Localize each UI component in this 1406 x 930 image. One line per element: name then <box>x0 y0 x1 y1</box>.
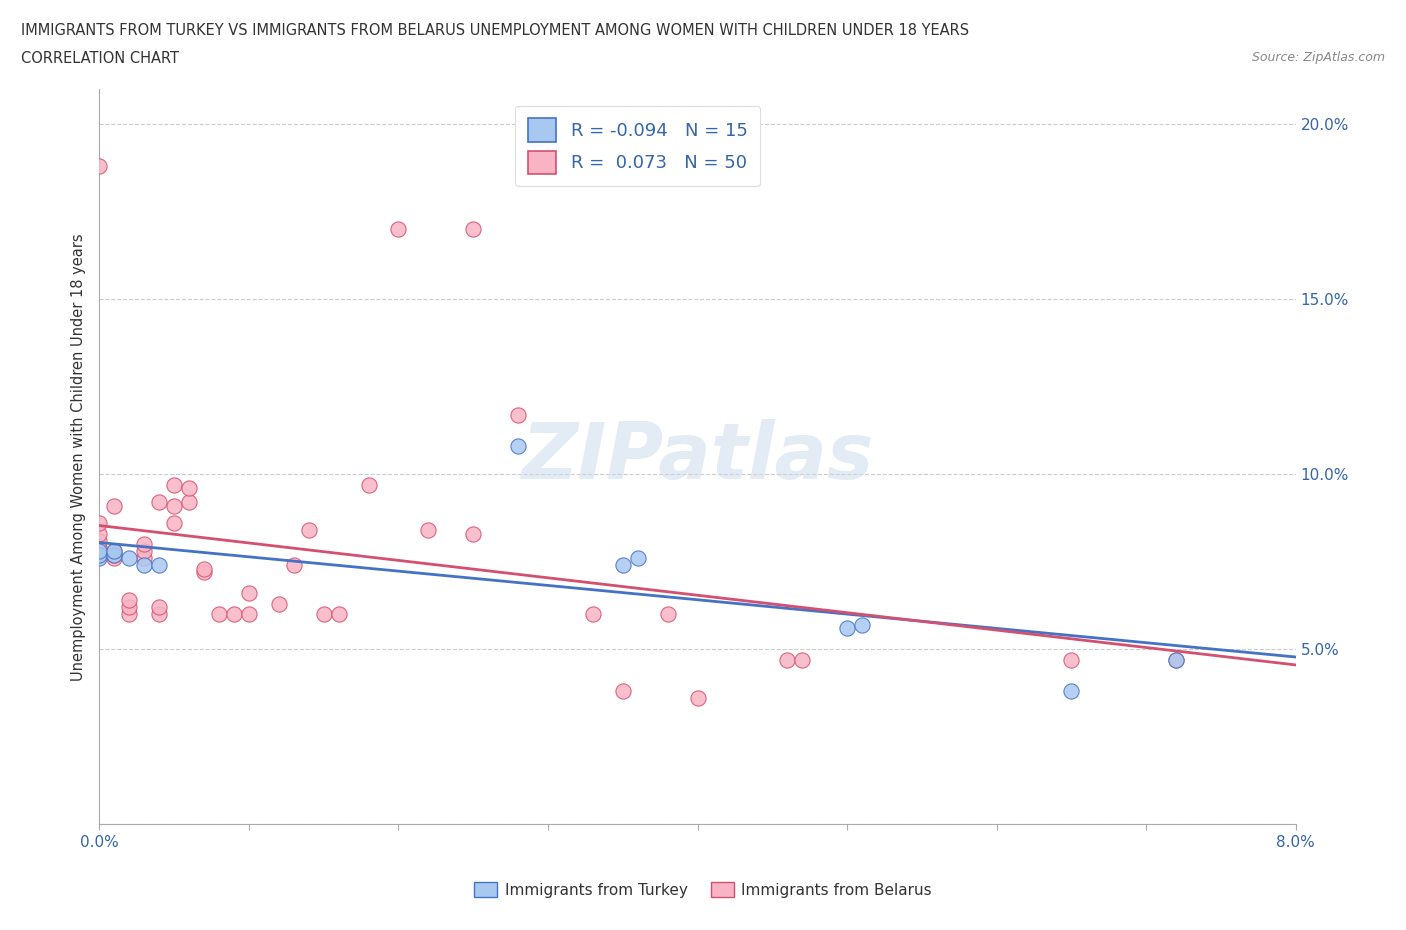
Point <box>179 495 201 510</box>
Point <box>387 222 409 237</box>
Point <box>506 407 529 422</box>
Point <box>792 653 814 668</box>
Point <box>238 607 260 622</box>
Point <box>103 548 125 563</box>
Point <box>163 498 186 513</box>
Point <box>163 516 186 531</box>
Point <box>148 600 170 615</box>
Point <box>89 544 111 559</box>
Point <box>835 621 858 636</box>
Point <box>1164 653 1187 668</box>
Point <box>118 607 141 622</box>
Point <box>179 481 201 496</box>
Point <box>418 523 440 538</box>
Text: ZIPatlas: ZIPatlas <box>522 418 873 495</box>
Point <box>134 537 156 551</box>
Point <box>851 618 873 632</box>
Point <box>776 653 799 668</box>
Point <box>506 439 529 454</box>
Legend: Immigrants from Turkey, Immigrants from Belarus: Immigrants from Turkey, Immigrants from … <box>468 875 938 904</box>
Point <box>89 544 111 559</box>
Point <box>134 551 156 565</box>
Point <box>103 544 125 559</box>
Point <box>627 551 650 565</box>
Point <box>118 600 141 615</box>
Point <box>89 534 111 549</box>
Point <box>89 516 111 531</box>
Point <box>298 523 321 538</box>
Point <box>89 526 111 541</box>
Point <box>657 607 679 622</box>
Point <box>103 551 125 565</box>
Point <box>283 558 305 573</box>
Point <box>463 222 485 237</box>
Point <box>463 526 485 541</box>
Point <box>134 558 156 573</box>
Point <box>357 477 380 492</box>
Point <box>89 548 111 563</box>
Legend: R = -0.094   N = 15, R =  0.073   N = 50: R = -0.094 N = 15, R = 0.073 N = 50 <box>515 106 761 187</box>
Point <box>193 562 215 577</box>
Point <box>118 551 141 565</box>
Point <box>103 544 125 559</box>
Point <box>612 684 634 699</box>
Point <box>103 548 125 563</box>
Point <box>686 691 709 706</box>
Point <box>163 477 186 492</box>
Point <box>89 159 111 174</box>
Point <box>89 551 111 565</box>
Point <box>89 540 111 555</box>
Point <box>193 565 215 580</box>
Point <box>148 607 170 622</box>
Point <box>312 607 335 622</box>
Point <box>267 596 290 611</box>
Point <box>222 607 245 622</box>
Point <box>148 558 170 573</box>
Point <box>89 548 111 563</box>
Point <box>582 607 605 622</box>
Point <box>1060 684 1083 699</box>
Point <box>118 593 141 608</box>
Point <box>134 544 156 559</box>
Text: IMMIGRANTS FROM TURKEY VS IMMIGRANTS FROM BELARUS UNEMPLOYMENT AMONG WOMEN WITH : IMMIGRANTS FROM TURKEY VS IMMIGRANTS FRO… <box>21 23 969 38</box>
Point <box>612 558 634 573</box>
Text: CORRELATION CHART: CORRELATION CHART <box>21 51 179 66</box>
Point <box>208 607 231 622</box>
Point <box>328 607 350 622</box>
Point <box>1060 653 1083 668</box>
Text: Source: ZipAtlas.com: Source: ZipAtlas.com <box>1251 51 1385 64</box>
Point <box>238 586 260 601</box>
Point <box>103 498 125 513</box>
Point <box>148 495 170 510</box>
Point <box>1164 653 1187 668</box>
Y-axis label: Unemployment Among Women with Children Under 18 years: Unemployment Among Women with Children U… <box>72 233 86 681</box>
